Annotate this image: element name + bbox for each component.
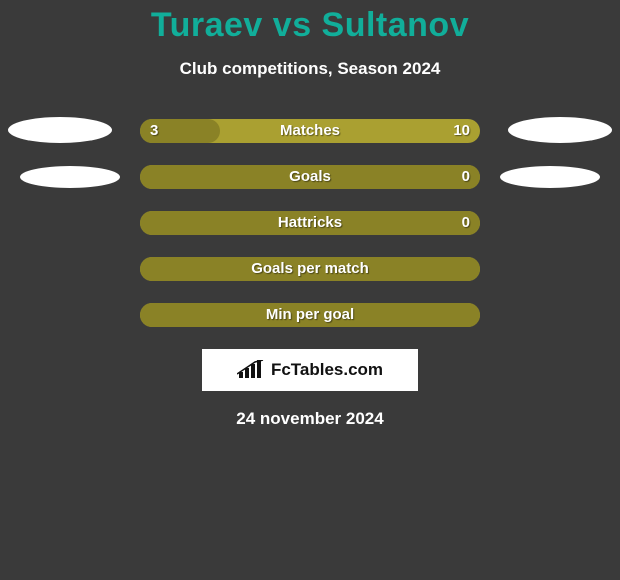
stat-label: Min per goal: [266, 303, 354, 327]
source-badge: FcTables.com: [202, 349, 418, 391]
stat-bar: Matches 3 10: [140, 119, 480, 143]
player-right-ellipse: [500, 166, 600, 188]
source-badge-text: FcTables.com: [271, 360, 383, 380]
stat-value-right: 10: [453, 119, 470, 143]
footer-date: 24 november 2024: [0, 409, 620, 429]
stat-label: Hattricks: [278, 211, 342, 235]
stat-value-right: 0: [462, 211, 470, 235]
player-left-ellipse: [8, 117, 112, 143]
bar-chart-icon: [237, 360, 265, 380]
stat-row: Min per goal: [0, 303, 620, 327]
comparison-infographic: Turaev vs Sultanov Club competitions, Se…: [0, 0, 620, 580]
stat-row: Goals per match: [0, 257, 620, 281]
stat-label: Matches: [280, 119, 340, 143]
stat-row: Matches 3 10: [0, 119, 620, 143]
stat-bar: Min per goal: [140, 303, 480, 327]
stat-row: Goals 0: [0, 165, 620, 189]
stat-row: Hattricks 0: [0, 211, 620, 235]
page-subtitle: Club competitions, Season 2024: [0, 59, 620, 79]
stat-value-right: 0: [462, 165, 470, 189]
stat-rows: Matches 3 10 Goals 0 Hattricks 0 Goals per matc…: [0, 119, 620, 327]
stat-label: Goals: [289, 165, 331, 189]
stat-bar: Goals 0: [140, 165, 480, 189]
player-right-ellipse: [508, 117, 612, 143]
stat-label: Goals per match: [251, 257, 369, 281]
stat-bar: Hattricks 0: [140, 211, 480, 235]
stat-bar: Goals per match: [140, 257, 480, 281]
stat-value-left: 3: [150, 119, 158, 143]
player-left-ellipse: [20, 166, 120, 188]
page-title: Turaev vs Sultanov: [0, 0, 620, 45]
